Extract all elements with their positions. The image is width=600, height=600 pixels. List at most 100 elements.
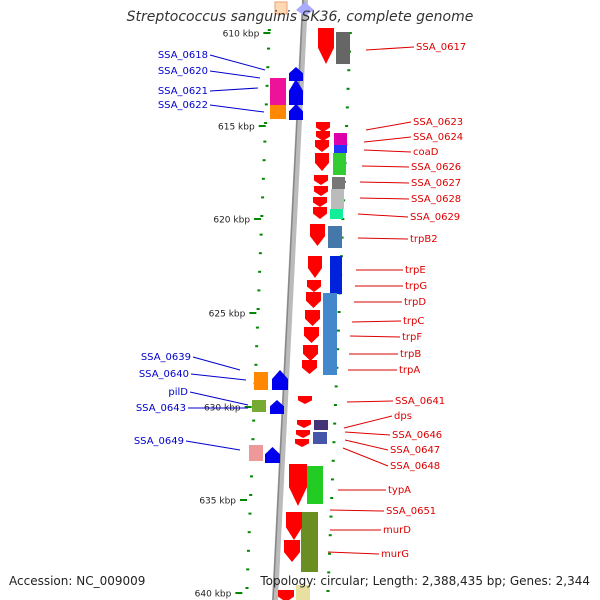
leader-line (344, 439, 389, 451)
gene-band (252, 400, 266, 412)
gene-label-trpa: trpA (399, 365, 420, 376)
leader-line (209, 54, 266, 71)
leader-line (189, 391, 249, 406)
gene-band (336, 32, 350, 64)
leader-line (361, 165, 410, 168)
gene-label-ssa-0623: SSA_0623 (413, 117, 463, 128)
leader-layer (185, 46, 415, 555)
scale-label-625-kbp: 625 kbp (209, 310, 246, 320)
accession-text: Accession: NC_009009 (9, 574, 146, 588)
scale-label-640-kbp: 640 kbp (195, 590, 232, 600)
leader-line (357, 213, 409, 218)
gene-label-ssa-0639: SSA_0639 (141, 352, 191, 363)
gene-label-trpb: trpB (400, 349, 421, 360)
leader-line (349, 335, 401, 338)
gene-label-ssa-0628: SSA_0628 (411, 194, 461, 205)
leader-line (192, 356, 241, 371)
reverse-arrow (316, 122, 330, 132)
gene-band (330, 256, 342, 294)
reverse-arrow (284, 540, 300, 562)
gene-label-ssa-0643: SSA_0643 (136, 403, 186, 414)
gene-label-murd: murD (383, 525, 411, 536)
gene-label-ssa-0626: SSA_0626 (411, 162, 461, 173)
leader-line (209, 104, 265, 113)
leader-line (359, 197, 410, 200)
gene-label-ssa-0651: SSA_0651 (386, 506, 436, 517)
gene-label-trpf: trpF (402, 332, 422, 343)
gene-label-ssa-0620: SSA_0620 (158, 66, 208, 77)
gene-label-ssa-0621: SSA_0621 (158, 86, 208, 97)
leader-line (363, 149, 412, 153)
gene-band (323, 293, 337, 375)
reverse-arrow (289, 464, 307, 506)
gene-band (314, 420, 328, 430)
reverse-arrow (314, 175, 328, 185)
gene-band (333, 153, 346, 175)
leader-line (329, 509, 385, 512)
gene-label-murg: murG (381, 549, 409, 560)
map-title: Streptococcus sanguinis SK36, complete g… (126, 9, 474, 25)
gene-band (270, 105, 286, 119)
reverse-arrow (295, 439, 309, 447)
gene-band (307, 466, 323, 504)
gene-label-ssa-0648: SSA_0648 (390, 461, 440, 472)
leader-line (351, 320, 402, 323)
gene-band (254, 372, 268, 390)
leader-line (185, 440, 241, 451)
arrow-layer (265, 2, 334, 600)
leader-line (342, 447, 389, 467)
reverse-arrow (304, 327, 319, 343)
gene-band (328, 226, 342, 248)
scale-label-635-kbp: 635 kbp (199, 497, 236, 507)
gene-label-coad: coaD (413, 147, 439, 158)
gene-band (313, 432, 327, 444)
reverse-arrow (305, 310, 320, 326)
gene-label-ssa-0629: SSA_0629 (410, 212, 460, 223)
forward-arrow (272, 370, 288, 390)
leader-line (365, 121, 412, 131)
gene-band (334, 145, 347, 153)
gene-label-ssa-0646: SSA_0646 (392, 430, 442, 441)
band-layer (249, 1, 350, 600)
leader-line (190, 373, 247, 381)
gene-label-trpc: trpC (403, 316, 424, 327)
gene-band (330, 209, 343, 219)
reverse-arrow (313, 207, 327, 219)
reverse-arrow (315, 153, 329, 171)
gene-label-trpb2: trpB2 (410, 234, 438, 245)
reverse-arrow (313, 197, 327, 207)
forward-arrow (289, 79, 303, 105)
reverse-arrow (286, 512, 302, 540)
gene-band (331, 189, 344, 209)
gene-label-pild: pilD (168, 387, 188, 398)
gene-label-dps: dps (394, 411, 412, 422)
reverse-arrow (314, 186, 328, 196)
scale-label-620-kbp: 620 kbp (213, 216, 250, 226)
reverse-arrow (278, 590, 294, 600)
gene-label-ssa-0649: SSA_0649 (134, 436, 184, 447)
leader-line (359, 181, 410, 184)
gene-label-trpg: trpG (405, 281, 427, 292)
leader-line (346, 400, 394, 403)
forward-arrow (296, 2, 314, 16)
reverse-arrow (306, 292, 321, 308)
leader-line (363, 136, 412, 143)
leader-line (209, 70, 261, 79)
reverse-arrow (298, 396, 312, 404)
gene-band (296, 585, 310, 600)
reverse-arrow (316, 131, 330, 141)
gene-label-trpd: trpD (404, 297, 426, 308)
gene-band (301, 512, 318, 572)
leader-line (365, 46, 415, 51)
gene-label-ssa-0617: SSA_0617 (416, 42, 466, 53)
reverse-arrow (303, 345, 318, 361)
leader-line (209, 87, 259, 92)
gene-band (274, 1, 288, 15)
forward-arrow (270, 400, 284, 414)
gene-band (270, 78, 286, 108)
label-layer: SSA_0618 SSA_0620 SSA_0621 SSA_0622 SSA_0639… (134, 42, 466, 560)
reverse-arrow (310, 224, 325, 246)
reverse-arrow (308, 256, 322, 278)
